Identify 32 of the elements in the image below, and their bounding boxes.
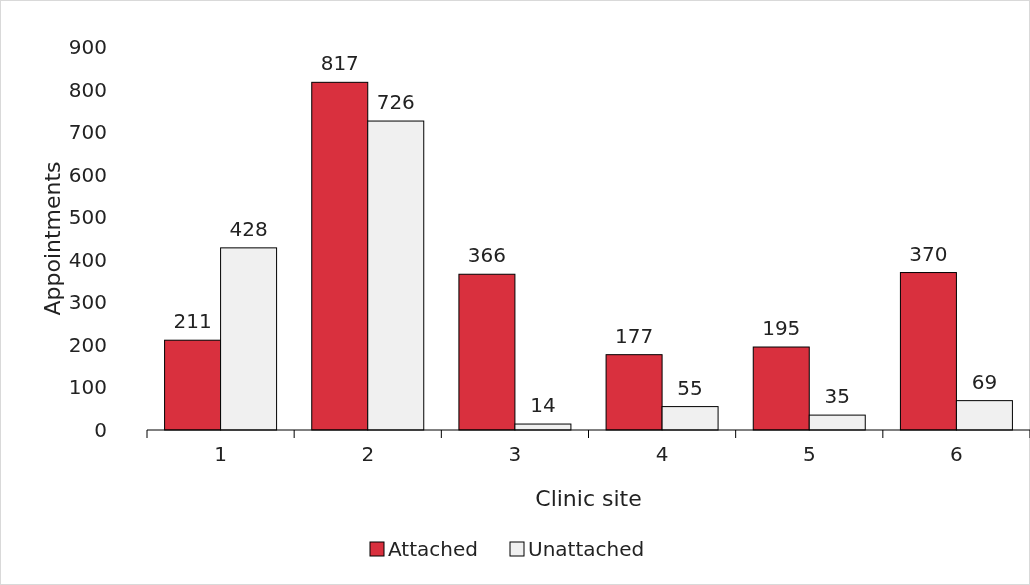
legend-label: Unattached (528, 537, 645, 561)
y-tick-label: 200 (68, 332, 107, 357)
x-tick-label: 2 (361, 442, 375, 466)
y-tick-label: 700 (68, 120, 107, 145)
data-label: 35 (824, 384, 850, 409)
data-label: 211 (173, 309, 212, 334)
y-tick-label: 0 (94, 418, 107, 442)
data-label: 817 (320, 51, 359, 76)
y-tick-label: 800 (68, 77, 107, 102)
data-label: 69 (971, 369, 998, 394)
data-label: 195 (762, 316, 801, 341)
data-label: 55 (677, 375, 703, 400)
legend-label: Attached (388, 537, 478, 561)
y-tick-label: 300 (68, 290, 107, 315)
data-label: 726 (376, 90, 415, 115)
data-label: 177 (614, 323, 654, 348)
x-tick-label: 1 (214, 442, 227, 466)
data-label: 14 (530, 393, 556, 418)
y-tick-label: 900 (68, 35, 107, 59)
y-tick-label: 500 (68, 205, 107, 230)
y-tick-label: 100 (68, 375, 107, 400)
x-tick-label: 6 (950, 442, 963, 466)
data-label: 366 (467, 243, 507, 268)
data-label: 428 (229, 216, 268, 241)
y-tick-label: 400 (68, 247, 107, 272)
y-tick-label: 600 (68, 162, 107, 187)
x-axis-title: Clinic site (535, 486, 642, 511)
x-tick-label: 3 (508, 442, 522, 466)
data-label: 370 (909, 241, 948, 266)
y-axis-title: Appointments (40, 161, 65, 316)
x-tick-label: 5 (802, 442, 816, 466)
x-tick-label: 4 (655, 442, 669, 466)
